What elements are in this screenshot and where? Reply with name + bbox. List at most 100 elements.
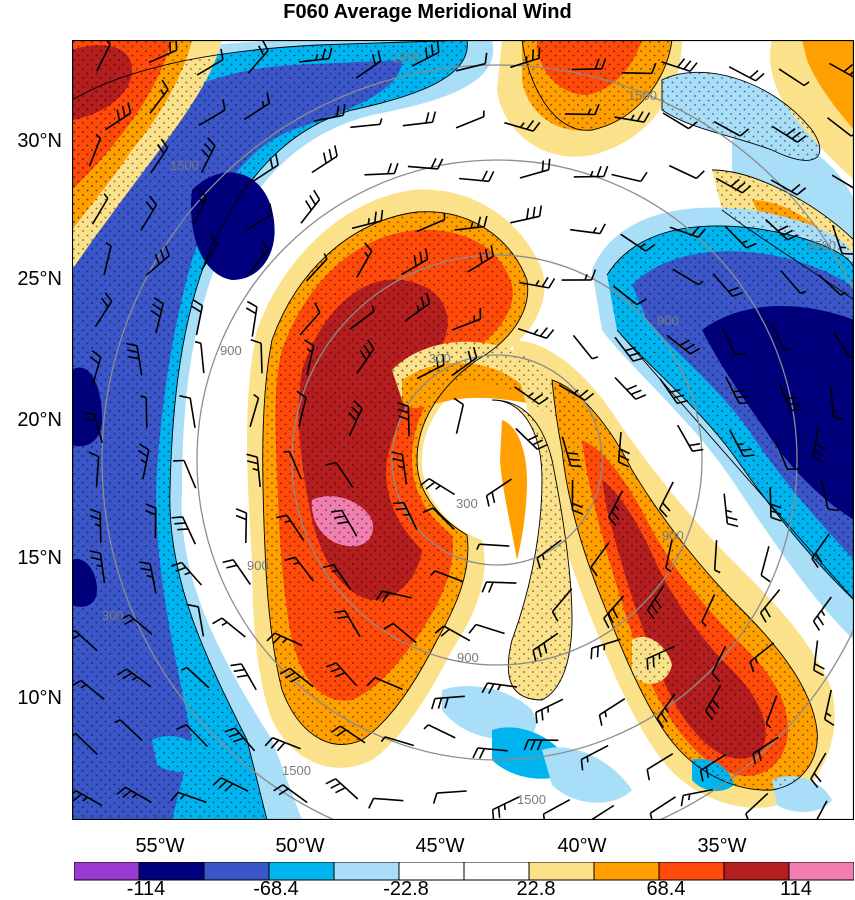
wind-barb (407, 158, 444, 170)
wind-barb (200, 137, 216, 173)
wind-barb (721, 326, 747, 356)
wind-barb (187, 603, 205, 637)
wind-barb (558, 384, 595, 401)
wind-barb (614, 111, 651, 123)
wind-barb (813, 640, 825, 677)
wind-barb (452, 307, 482, 331)
wind-barb (598, 698, 626, 726)
wind-barb (330, 725, 366, 744)
wind-barb (300, 189, 321, 224)
wind-barb (827, 117, 854, 137)
wind-barb (752, 736, 779, 765)
wind-barb (504, 120, 541, 132)
wind-barb (368, 797, 404, 809)
wind-barb (676, 424, 704, 452)
wind-barb (198, 99, 226, 126)
wind-barb (666, 334, 701, 355)
wind-barb (668, 164, 705, 180)
wind-barb (580, 744, 609, 771)
wind-barb (149, 79, 169, 114)
wind-barb (114, 719, 143, 741)
wind-barb (830, 386, 844, 421)
colorbar-label: -68.4 (253, 878, 299, 900)
wind-barb (392, 501, 418, 530)
wind-barb (230, 663, 257, 691)
wind-barb (243, 92, 271, 121)
contour-label: 900 (220, 343, 242, 358)
wind-barb (669, 226, 707, 238)
wind-barb (832, 331, 854, 359)
wind-barb (523, 739, 559, 751)
wind-barb (150, 297, 164, 334)
wind-barb (532, 632, 559, 662)
wind-barb (245, 300, 258, 337)
colorbar-box (788, 862, 854, 881)
wind-barb (148, 40, 178, 64)
colorbar-label: -114 (126, 878, 166, 900)
wind-barb (212, 617, 246, 638)
wind-barb (570, 223, 606, 235)
wind-barb (831, 224, 854, 255)
contour-label: 1500 (392, 50, 421, 65)
wind-barb (176, 724, 208, 748)
contour-label: 900 (657, 313, 679, 328)
wind-barb (564, 103, 600, 116)
wind-barb (536, 539, 562, 569)
wind-barb (656, 693, 676, 728)
wind-barb (150, 138, 169, 174)
wind-barb (434, 625, 471, 642)
wind-barb (299, 302, 321, 336)
wind-barb (419, 478, 456, 496)
wind-barb (711, 646, 727, 682)
wind-barb (201, 235, 218, 271)
wind-barb (728, 429, 755, 458)
wind-barb (246, 453, 261, 488)
wind-barb (812, 596, 832, 631)
circle-300 (391, 354, 603, 566)
wind-barb (333, 610, 361, 638)
lon-label-50w: 50°W (275, 835, 325, 857)
lat-label-30n: 30°N (17, 130, 62, 152)
wind-barb (330, 509, 358, 537)
contour-label: 1500 (517, 792, 546, 807)
wind-barb (171, 561, 203, 586)
colorbar-label: -22.8 (383, 878, 429, 900)
wind-barb (749, 642, 775, 673)
wind-barb (222, 559, 251, 585)
wind-barb (179, 395, 196, 428)
wind-barb (313, 104, 346, 122)
wind-barb (402, 111, 437, 127)
wind-barb (829, 62, 854, 79)
wind-barb (646, 753, 674, 781)
contour-label: 1500 (170, 158, 199, 173)
contour-label: 1500 (282, 763, 311, 778)
wind-barb (322, 564, 352, 591)
wind-barb (455, 110, 485, 129)
wind-barb (823, 689, 835, 726)
wind-barb (514, 386, 549, 405)
wind-barb (485, 478, 512, 507)
wind-barb (89, 508, 102, 543)
wind-barb (780, 270, 807, 295)
wind-barb (311, 145, 338, 174)
wind-barb (181, 666, 210, 689)
wind-barb (83, 412, 103, 444)
wind-barb (815, 800, 828, 820)
circle-900 (196, 159, 798, 761)
wind-barb (728, 66, 765, 82)
wind-barb (299, 47, 333, 63)
wind-barb (481, 682, 518, 694)
wind-barb (173, 459, 197, 489)
wind-barb (777, 382, 803, 412)
wind-barb (145, 245, 170, 276)
wind-barb (366, 676, 403, 691)
wind-barb (811, 533, 830, 569)
wind-barb (116, 786, 152, 804)
wind-barb (712, 273, 744, 298)
wind-barb (140, 394, 148, 428)
wind-barb (356, 242, 373, 278)
wind-barb (649, 796, 677, 820)
wind-barb (139, 561, 157, 594)
contour-label: 900 (247, 558, 269, 573)
wind-barb (515, 427, 548, 451)
